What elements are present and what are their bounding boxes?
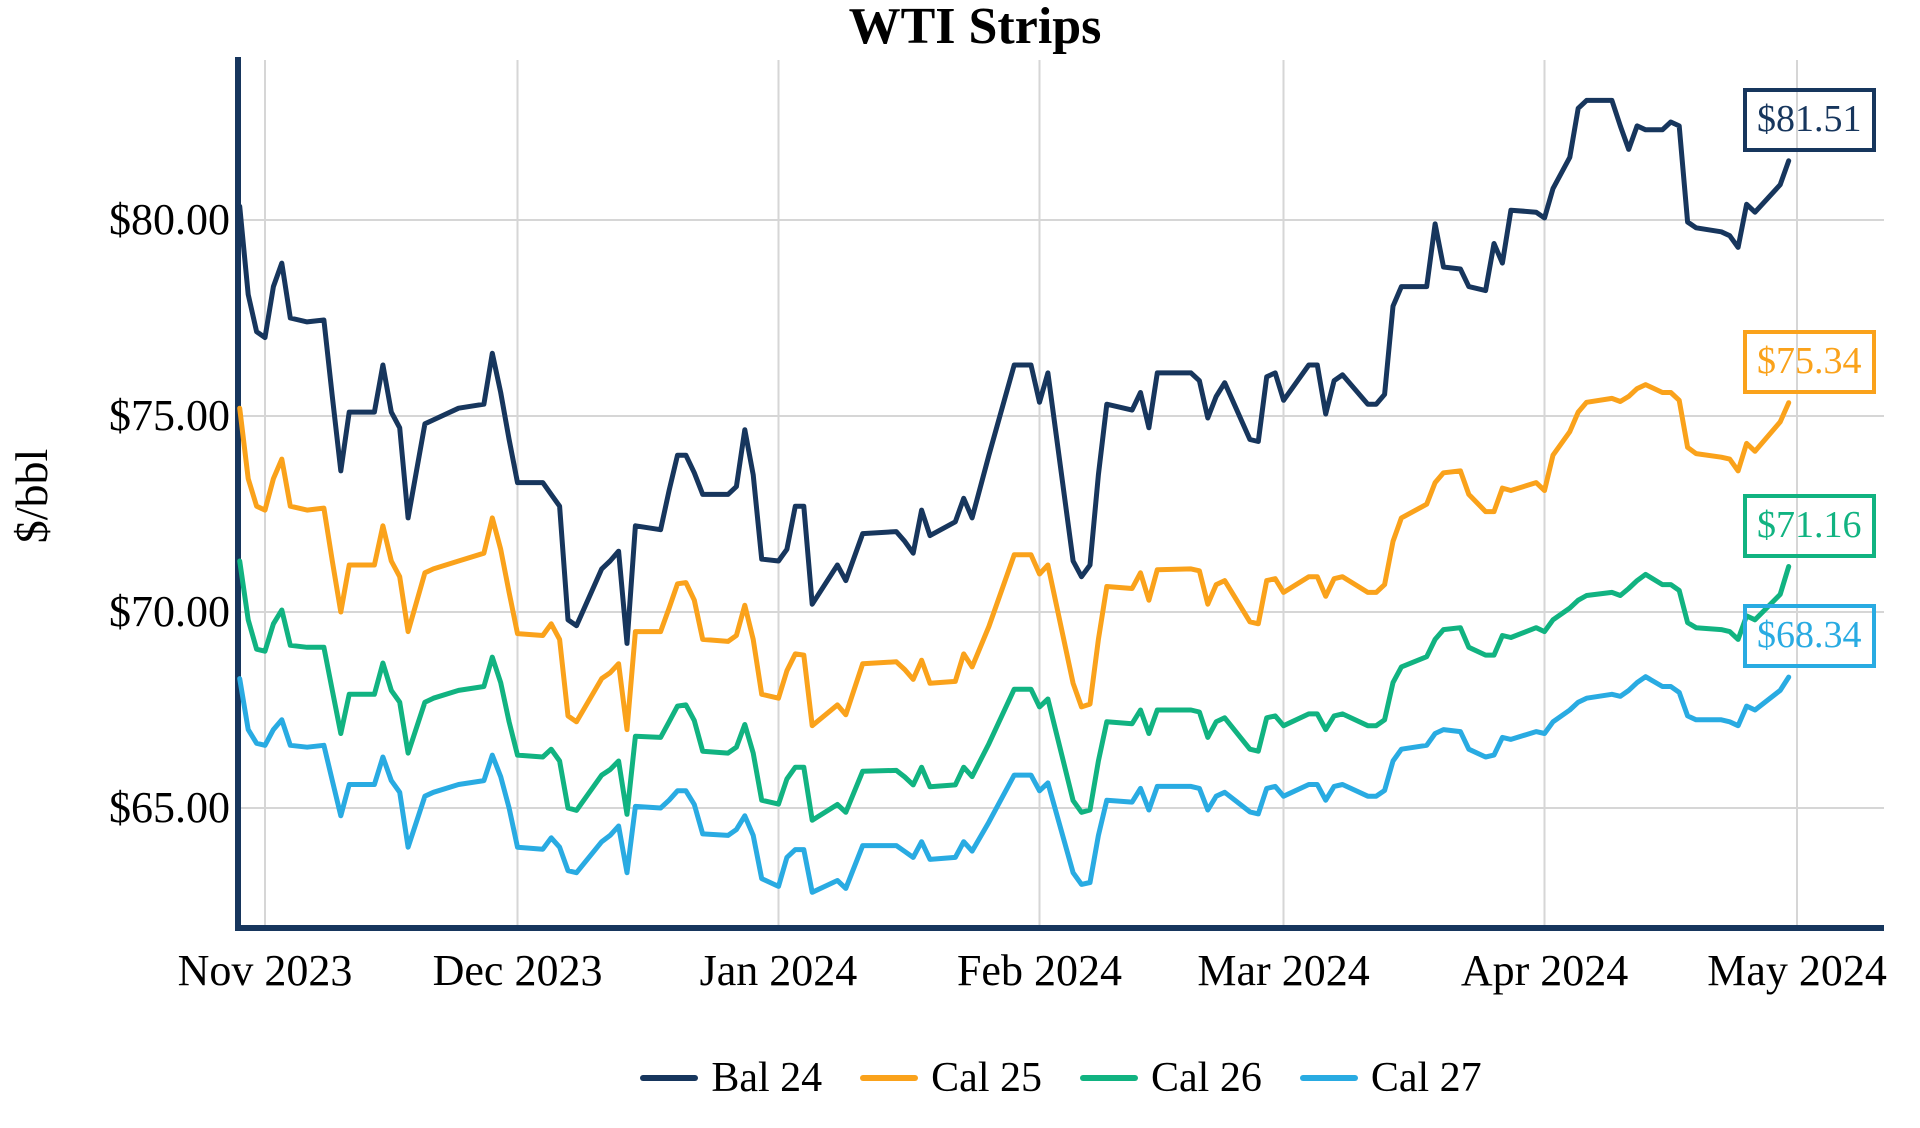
x-tick-label-dec-2023: Dec 2023 (432, 946, 603, 995)
y-tick-label-70: $70.00 (109, 587, 230, 636)
end-value-label-cal-27: $68.34 (1743, 604, 1876, 669)
x-tick-label-feb-2024: Feb 2024 (956, 946, 1122, 995)
x-tick-label-may-2024: May 2024 (1707, 946, 1887, 995)
legend-swatch-cal-26-icon (1080, 1075, 1138, 1081)
end-value-label-cal-25: $75.34 (1743, 329, 1876, 394)
chart-title: WTI Strips (848, 0, 1102, 55)
legend-label: Bal 24 (711, 1055, 823, 1101)
x-tick-label-mar-2024: Mar 2024 (1197, 946, 1370, 995)
series-line-bal-24 (237, 97, 1792, 646)
series-line-cal-26 (237, 558, 1792, 823)
legend-swatch-cal-25-icon (860, 1075, 919, 1081)
legend-label: Cal 27 (1370, 1055, 1482, 1101)
legend-label: Cal 25 (931, 1055, 1042, 1101)
legend-item-cal-26: Cal 26 (1080, 1050, 1262, 1106)
chart-legend: Bal 24 Cal 25 Cal 26 Cal 27 (238, 1046, 1884, 1110)
y-tick-label-80: $80.00 (109, 195, 230, 244)
legend-label: Cal 26 (1151, 1055, 1262, 1101)
legend-swatch-cal-27-icon (1299, 1075, 1358, 1081)
series-line-cal-27 (237, 674, 1792, 895)
legend-item-cal-27: Cal 27 (1299, 1050, 1482, 1106)
y-tick-label-65: $65.00 (109, 783, 230, 832)
end-value-label-cal-26: $71.16 (1743, 493, 1876, 558)
legend-item-cal-25: Cal 25 (860, 1050, 1042, 1106)
end-value-label-bal-24: $81.51 (1743, 87, 1876, 152)
x-tick-label-jan-2024: Jan 2024 (699, 946, 858, 995)
y-tick-label-75: $75.00 (109, 391, 230, 440)
x-tick-label-apr-2024: Apr 2024 (1460, 946, 1629, 995)
x-tick-label-nov-2023: Nov 2023 (177, 946, 353, 995)
series-line-cal-25 (237, 382, 1792, 733)
legend-swatch-bal-24-icon (640, 1075, 699, 1081)
legend-item-bal-24: Bal 24 (640, 1050, 822, 1106)
